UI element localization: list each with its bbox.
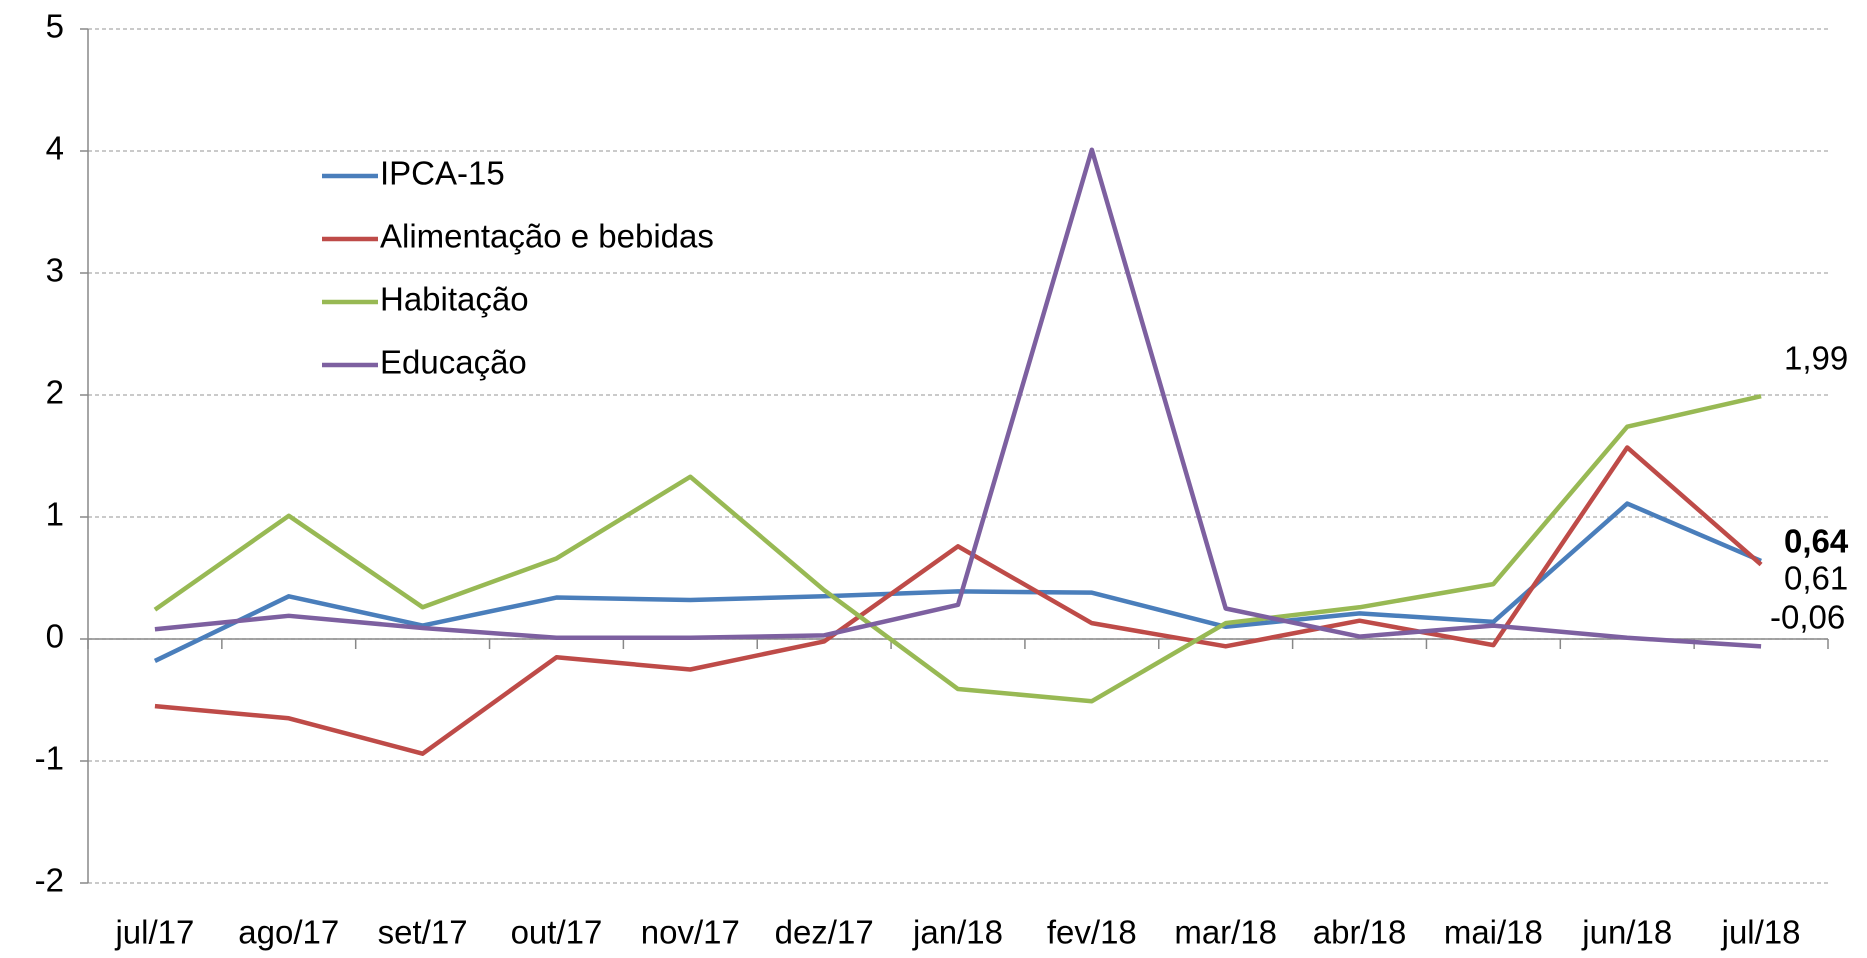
x-tick-label: abr/18: [1313, 914, 1407, 951]
x-tick-label: jun/18: [1581, 914, 1672, 951]
legend-label: IPCA-15: [380, 155, 505, 192]
y-tick-label: 3: [46, 252, 64, 289]
series-line: [153, 394, 1762, 704]
x-tick-label: jul/18: [1721, 914, 1801, 951]
x-tick-label: set/17: [378, 914, 468, 951]
x-tick-label: fev/18: [1047, 914, 1137, 951]
x-tick-label: mai/18: [1444, 914, 1543, 951]
y-tick-label: 5: [46, 8, 64, 45]
x-tick-label: ago/17: [238, 914, 339, 951]
x-tick-label: out/17: [511, 914, 603, 951]
series-line: [154, 445, 1763, 756]
y-tick-label: 4: [46, 130, 64, 167]
x-tick-label: dez/17: [775, 914, 874, 951]
legend-label: Alimentação e bebidas: [380, 218, 714, 255]
legend-label: Habitação: [380, 281, 529, 318]
data-label: -0,06: [1770, 599, 1845, 636]
y-tick-label: 2: [46, 374, 64, 411]
legend-label: Educação: [380, 344, 527, 381]
x-tick-label: jan/18: [912, 914, 1003, 951]
y-tick-label: 1: [46, 496, 64, 533]
data-label: 0,64: [1784, 523, 1849, 560]
y-tick-label: -1: [35, 740, 64, 777]
series-line: [154, 147, 1762, 649]
x-tick-label: mar/18: [1174, 914, 1277, 951]
x-tick-label: nov/17: [641, 914, 740, 951]
series-line: [153, 501, 1762, 663]
y-tick-label: -2: [35, 862, 64, 899]
x-tick-label: jul/17: [114, 914, 194, 951]
data-label: 0,61: [1784, 560, 1848, 597]
y-tick-label: 0: [46, 618, 64, 655]
data-label: 1,99: [1784, 340, 1848, 377]
